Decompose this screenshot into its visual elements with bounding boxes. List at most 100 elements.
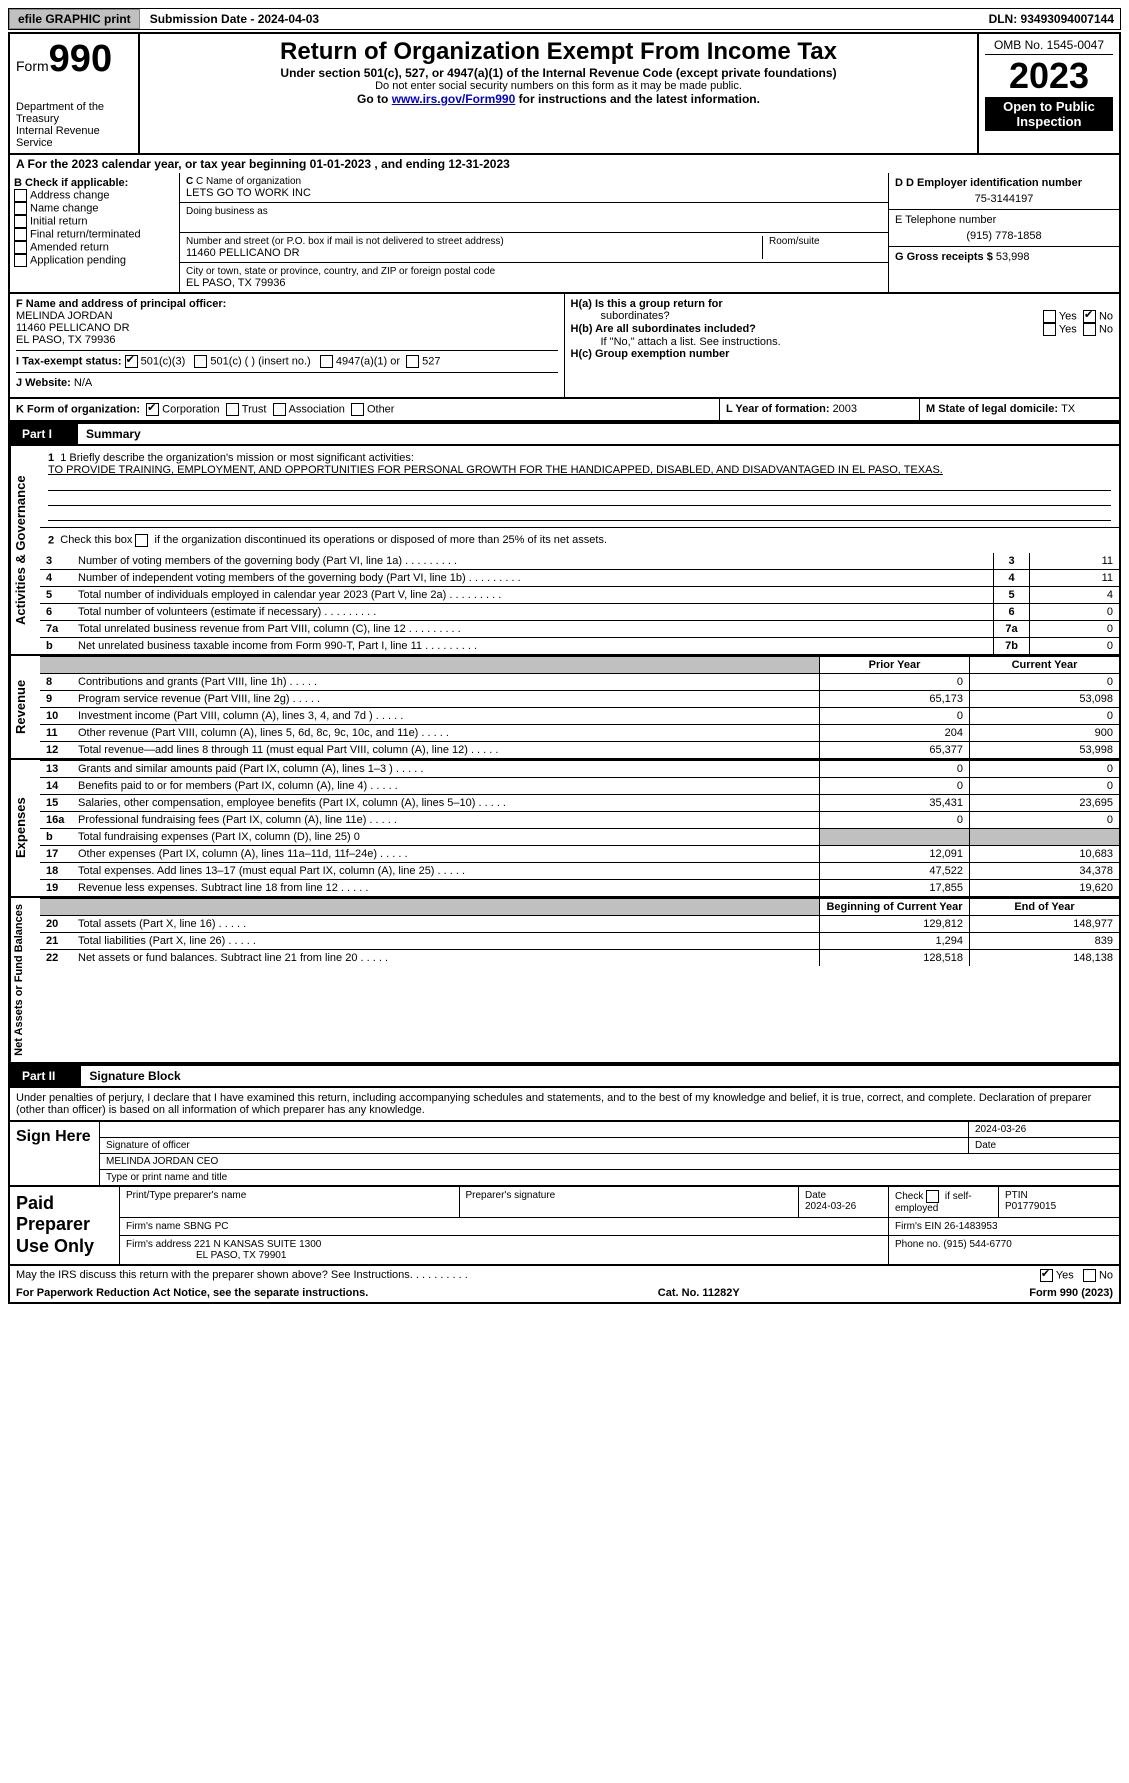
efile-button[interactable]: efile GRAPHIC print [9, 9, 140, 29]
dln: DLN: 93493094007144 [983, 10, 1120, 28]
cbox-501c[interactable] [194, 355, 207, 368]
preparer-sig-hdr: Preparer's signature [460, 1187, 800, 1217]
table-row: 10Investment income (Part VIII, column (… [40, 707, 1119, 724]
box-b-item: Initial return [14, 215, 175, 228]
begin-year-hdr: Beginning of Current Year [819, 899, 969, 915]
table-row: 18Total expenses. Add lines 13–17 (must … [40, 862, 1119, 879]
hb-note: If "No," attach a list. See instructions… [571, 336, 1114, 348]
box-b-item: Address change [14, 189, 175, 202]
current-year-hdr: Current Year [969, 657, 1119, 673]
may-discuss-row: May the IRS discuss this return with the… [8, 1266, 1121, 1284]
submission-date: Submission Date - 2024-04-03 [144, 10, 325, 28]
topbar: efile GRAPHIC print Submission Date - 20… [8, 8, 1121, 30]
tax-year: 2023 [985, 55, 1113, 97]
firm-phone: (915) 544-6770 [943, 1239, 1011, 1250]
cbox-selfemp[interactable] [926, 1190, 939, 1203]
governance-rows: 3Number of voting members of the governi… [40, 553, 1119, 654]
cbox-4947[interactable] [320, 355, 333, 368]
sign-here-block: Sign Here 2024-03-26 Signature of office… [8, 1120, 1121, 1187]
cbox-assoc[interactable] [273, 403, 286, 416]
vtab-revenue: Revenue [10, 656, 40, 758]
box-b-item: Name change [14, 202, 175, 215]
table-row: 21Total liabilities (Part X, line 26)1,2… [40, 932, 1119, 949]
website-label: J Website: [16, 377, 74, 389]
box-b-item: Application pending [14, 254, 175, 267]
table-row: 22Net assets or fund balances. Subtract … [40, 949, 1119, 966]
form-label: Form [16, 58, 49, 74]
ptin-label: PTIN [1005, 1190, 1028, 1201]
vtab-netassets: Net Assets or Fund Balances [10, 898, 40, 1062]
org-name: LETS GO TO WORK INC [186, 187, 882, 199]
footer-right: Form 990 (2023) [1029, 1287, 1113, 1299]
cbox-501c3[interactable] [125, 355, 138, 368]
na-header: Beginning of Current Year End of Year [40, 898, 1119, 915]
table-row: bTotal fundraising expenses (Part IX, co… [40, 828, 1119, 845]
hb-yes[interactable] [1043, 323, 1056, 336]
irs-link[interactable]: www.irs.gov/Form990 [392, 92, 516, 106]
table-row: 9Program service revenue (Part VIII, lin… [40, 690, 1119, 707]
ha-yes[interactable] [1043, 310, 1056, 323]
row-a-tax-year: A For the 2023 calendar year, or tax yea… [8, 155, 1121, 173]
line-item: 4Number of independent voting members of… [40, 569, 1119, 586]
line-item: 5Total number of individuals employed in… [40, 586, 1119, 603]
row-fh: F Name and address of principal officer:… [8, 294, 1121, 399]
addr-label: Number and street (or P.O. box if mail i… [186, 236, 762, 247]
domicile-label: M State of legal domicile: [926, 403, 1061, 415]
firm-addr-label: Firm's address [126, 1239, 194, 1250]
cbox-corp[interactable] [146, 403, 159, 416]
form-num: 990 [49, 38, 112, 80]
line-item: 7aTotal unrelated business revenue from … [40, 620, 1119, 637]
omb: OMB No. 1545-0047 [985, 38, 1113, 55]
line-item: bNet unrelated business taxable income f… [40, 637, 1119, 654]
ha-no[interactable] [1083, 310, 1096, 323]
name-title-label: Type or print name and title [100, 1170, 1119, 1185]
mission-text: TO PROVIDE TRAINING, EMPLOYMENT, AND OPP… [48, 464, 1111, 476]
firm-label: Firm's name [126, 1221, 183, 1232]
c-name-label: C Name of organization [196, 176, 301, 187]
form-warning: Do not enter social security numbers on … [146, 80, 971, 92]
footer-left: For Paperwork Reduction Act Notice, see … [16, 1287, 368, 1299]
firm-addr1: 221 N KANSAS SUITE 1300 [194, 1239, 321, 1250]
sign-here-label: Sign Here [10, 1122, 100, 1185]
ein-label: D Employer identification number [906, 177, 1082, 189]
row-klm: K Form of organization: Corporation Trus… [8, 399, 1121, 422]
section-revenue: Revenue Prior Year Current Year 8Contrib… [8, 656, 1121, 760]
hb-no[interactable] [1083, 323, 1096, 336]
prior-year-hdr: Prior Year [819, 657, 969, 673]
discuss-yes[interactable] [1040, 1269, 1053, 1282]
table-row: 13Grants and similar amounts paid (Part … [40, 760, 1119, 777]
opt-501c: 501(c) ( ) (insert no.) [210, 355, 310, 367]
officer-addr: 11460 PELLICANO DR [16, 322, 558, 334]
cbox-527[interactable] [406, 355, 419, 368]
firm-ein: 26-1483953 [944, 1221, 997, 1232]
form-subtitle: Under section 501(c), 527, or 4947(a)(1)… [146, 66, 971, 80]
discuss-no[interactable] [1083, 1269, 1096, 1282]
table-row: 16aProfessional fundraising fees (Part I… [40, 811, 1119, 828]
cbox-discontinued[interactable] [135, 534, 148, 547]
part2-header: Part II Signature Block [8, 1064, 1121, 1088]
vtab-governance: Activities & Governance [10, 446, 40, 654]
netassets-rows: 20Total assets (Part X, line 16)129,8121… [40, 915, 1119, 966]
mission-label: 1 Briefly describe the organization's mi… [60, 452, 414, 464]
domicile: TX [1061, 403, 1075, 415]
rev-header: Prior Year Current Year [40, 656, 1119, 673]
gross-label: G Gross receipts $ [895, 251, 996, 263]
opt-501c3: 501(c)(3) [141, 355, 186, 367]
open-public-badge: Open to Public Inspection [985, 97, 1113, 131]
section-netassets: Net Assets or Fund Balances Beginning of… [8, 898, 1121, 1064]
opt-4947: 4947(a)(1) or [336, 355, 400, 367]
mission-block: 1 1 Briefly describe the organization's … [40, 446, 1119, 527]
section-expenses: Expenses 13Grants and similar amounts pa… [8, 760, 1121, 898]
cbox-other[interactable] [351, 403, 364, 416]
dba-label: Doing business as [186, 206, 882, 217]
org-city: EL PASO, TX 79936 [186, 277, 882, 289]
line-item: 3Number of voting members of the governi… [40, 553, 1119, 569]
date-label: Date [969, 1138, 1119, 1153]
website-value: N/A [74, 377, 92, 389]
form-number: Form990 [16, 38, 132, 81]
cbox-trust[interactable] [226, 403, 239, 416]
table-row: 19Revenue less expenses. Subtract line 1… [40, 879, 1119, 896]
goto-line: Go to www.irs.gov/Form990 for instructio… [146, 92, 971, 106]
city-label: City or town, state or province, country… [186, 266, 882, 277]
line-item: 6Total number of volunteers (estimate if… [40, 603, 1119, 620]
